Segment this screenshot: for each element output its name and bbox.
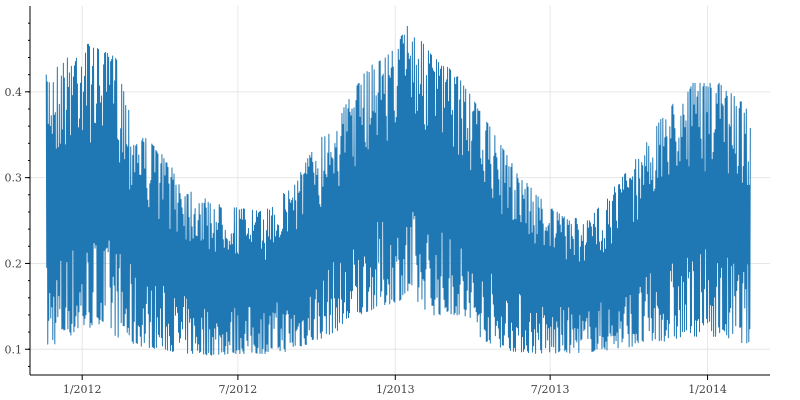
y-tick-label: 0.4 xyxy=(5,86,23,99)
ticks: 1/2012 7/2012 1/2013 7/2013 1/2014 0.1 0.2 0.3 0… xyxy=(5,22,727,396)
y-tick-label: 0.3 xyxy=(5,172,23,185)
x-tick-label: 7/2012 xyxy=(219,383,258,396)
x-tick-label: 1/2012 xyxy=(63,383,102,396)
series-line-0 xyxy=(45,25,751,356)
x-tick-label: 7/2013 xyxy=(531,383,570,396)
series-layer xyxy=(45,25,751,356)
y-tick-label: 0.2 xyxy=(5,257,23,270)
x-tick-label: 1/2013 xyxy=(376,383,415,396)
y-tick-label: 0.1 xyxy=(5,343,23,356)
x-tick-label: 1/2014 xyxy=(688,383,727,396)
axes xyxy=(29,6,770,376)
